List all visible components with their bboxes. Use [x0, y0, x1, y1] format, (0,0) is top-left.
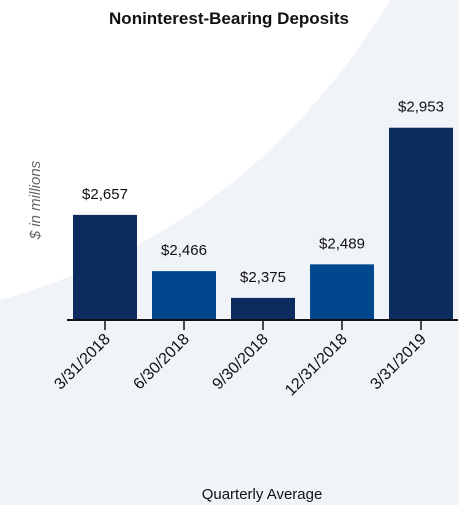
data-label: $2,466	[161, 242, 207, 259]
bar	[152, 271, 216, 320]
y-axis-label: $ in millions	[27, 160, 44, 240]
data-label: $2,489	[319, 235, 365, 252]
bar	[389, 127, 453, 320]
chart-title: Noninterest-Bearing Deposits	[109, 9, 349, 28]
bar	[231, 297, 295, 320]
data-label: $2,375	[240, 269, 286, 286]
bar	[73, 214, 137, 320]
x-axis-label: Quarterly Average	[202, 486, 323, 503]
bar	[310, 264, 374, 320]
data-label: $2,953	[398, 99, 444, 116]
data-label: $2,657	[82, 186, 128, 203]
